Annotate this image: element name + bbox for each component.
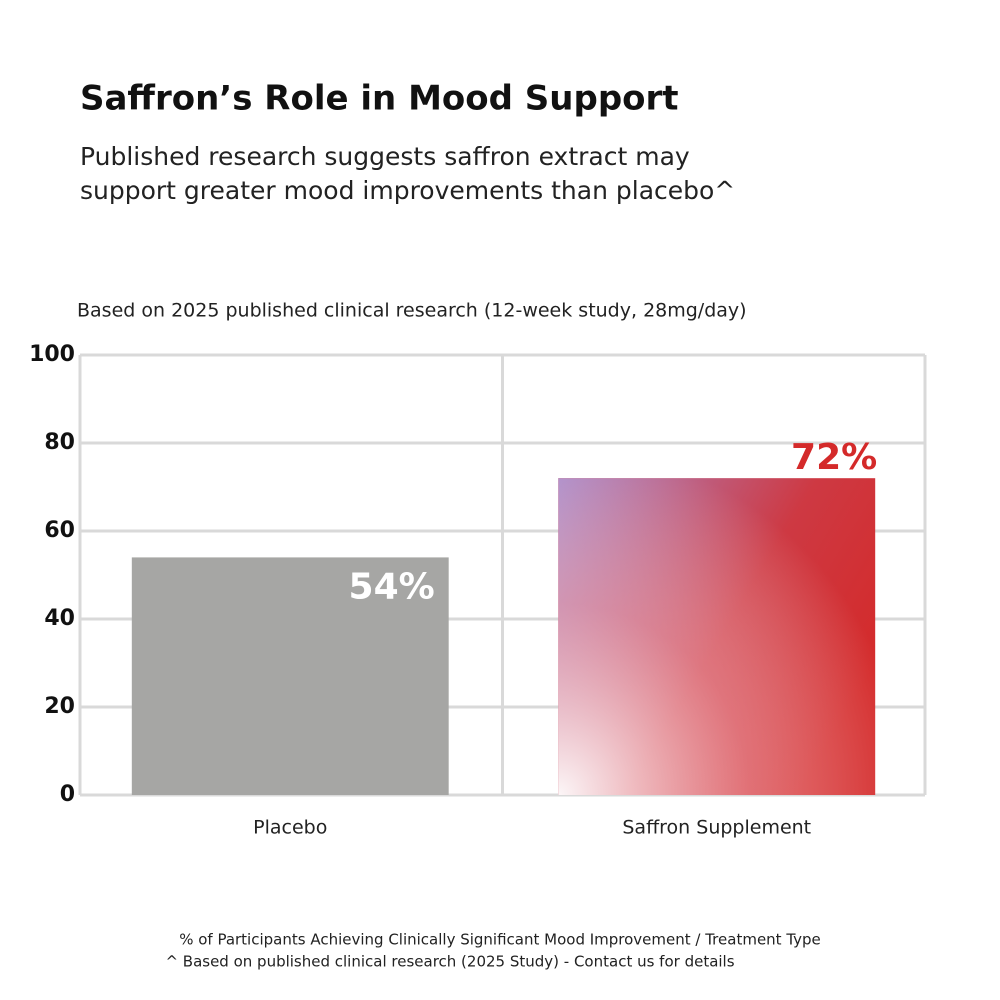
footnote: % of Participants Achieving Clinically S… <box>179 931 821 949</box>
y-tick-label: 100 <box>29 342 75 367</box>
chart-note: Based on 2025 published clinical researc… <box>77 300 747 322</box>
y-tick-label: 0 <box>60 782 75 807</box>
x-tick-label: Saffron Supplement <box>622 817 811 839</box>
value-label: 54% <box>349 566 435 607</box>
bar <box>131 557 449 795</box>
x-tick-label: Placebo <box>253 817 327 839</box>
y-tick-label: 20 <box>44 694 75 719</box>
chart-title: Saffron’s Role in Mood Support <box>80 79 679 119</box>
subtitle: support greater mood improvements than p… <box>80 176 735 205</box>
y-tick-label: 40 <box>44 606 75 631</box>
value-label: 72% <box>791 437 877 478</box>
y-tick-label: 60 <box>44 518 75 543</box>
footnote: ^ Based on published clinical research (… <box>165 953 734 971</box>
subtitle: Published research suggests saffron extr… <box>80 142 690 171</box>
y-tick-label: 80 <box>44 430 75 455</box>
bar-shading <box>558 478 876 795</box>
